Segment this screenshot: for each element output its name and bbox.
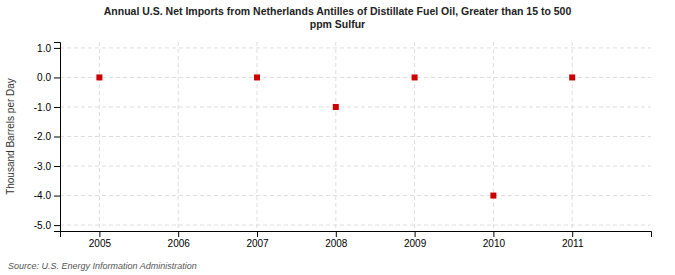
tick-label: 2010 — [483, 238, 506, 249]
tick-label: 2007 — [246, 238, 269, 249]
grid-line — [60, 106, 651, 107]
point — [490, 193, 496, 199]
tick-mark — [54, 196, 60, 197]
tick: -4.0 — [34, 190, 60, 201]
tick: -5.0 — [34, 220, 60, 231]
point — [412, 74, 418, 80]
x-axis: 2005 2006 2007 2008 2009 2010 2011 — [61, 231, 652, 249]
grid-line — [572, 42, 573, 231]
tick: 0.0 — [37, 72, 60, 83]
tick: -1.0 — [34, 102, 60, 113]
grid-line — [99, 42, 100, 231]
title-line: Annual U.S. Net Imports from Netherlands… — [104, 5, 572, 17]
tick-label: 2006 — [168, 238, 191, 249]
tick: 2009 — [404, 231, 427, 249]
tick-mark — [54, 77, 60, 78]
grid-line — [60, 136, 651, 137]
grid-line — [60, 166, 651, 167]
tick-mark — [572, 231, 573, 237]
tick-mark — [54, 166, 60, 167]
tick-label: -5.0 — [34, 220, 52, 231]
tick-mark — [54, 225, 60, 226]
point — [333, 104, 339, 110]
tick-mark — [257, 231, 258, 237]
tick-mark — [54, 137, 60, 138]
tick: 2007 — [246, 231, 269, 249]
axis-line — [54, 43, 61, 232]
tick-mark — [99, 231, 100, 237]
grid-line — [178, 42, 179, 231]
tick: 2010 — [483, 231, 506, 249]
title-line: ppm Sulfur — [310, 18, 365, 30]
point — [569, 74, 575, 80]
title: Annual U.S. Net Imports from Netherlands… — [104, 5, 572, 30]
tick-mark — [178, 231, 179, 237]
axis-line — [61, 232, 652, 238]
tick-label: -1.0 — [34, 102, 52, 113]
grid-line — [60, 47, 651, 48]
grid-line — [493, 42, 494, 231]
grid-line — [257, 42, 258, 231]
plot: 2005 2006 2007 2008 2009 2010 2011 1.0 0.0 -1.0 -2… — [34, 42, 652, 249]
tick-mark — [54, 48, 60, 49]
grid-line — [414, 42, 415, 231]
y-axis: 1.0 0.0 -1.0 -2.0 -3.0 -4.0 -5.0 — [34, 43, 61, 232]
grid-line — [335, 42, 336, 231]
points — [96, 74, 575, 198]
point — [96, 74, 102, 80]
tick: -2.0 — [34, 131, 60, 142]
point — [254, 74, 260, 80]
tick-label: 1.0 — [37, 43, 51, 54]
tick: 2005 — [89, 231, 112, 249]
tick: 1.0 — [37, 43, 60, 54]
grid-line — [60, 225, 651, 226]
tick-mark — [54, 107, 60, 108]
y-axis-label: Thousand Barrels per Day — [5, 78, 16, 195]
grid-line — [60, 195, 651, 196]
tick: -3.0 — [34, 161, 60, 172]
tick-label: 0.0 — [37, 72, 51, 83]
grid — [60, 42, 651, 231]
tick-label: 2005 — [89, 238, 112, 249]
tick-label: -3.0 — [34, 161, 52, 172]
tick-label: 2009 — [404, 238, 427, 249]
tick-mark — [415, 231, 416, 237]
tick-label: -2.0 — [34, 131, 52, 142]
tick-label: 2008 — [325, 238, 348, 249]
tick-label: 2011 — [562, 238, 584, 249]
tick-mark — [336, 231, 337, 237]
tick-mark — [493, 231, 494, 237]
tick: 2011 — [562, 231, 584, 249]
tick: 2006 — [168, 231, 191, 249]
tick: 2008 — [325, 231, 348, 249]
grid-line — [60, 77, 651, 78]
chart: Annual U.S. Net Imports from Netherlands… — [0, 0, 675, 275]
tick-label: -4.0 — [34, 190, 52, 201]
source: Source: U.S. Energy Information Administ… — [8, 261, 197, 271]
